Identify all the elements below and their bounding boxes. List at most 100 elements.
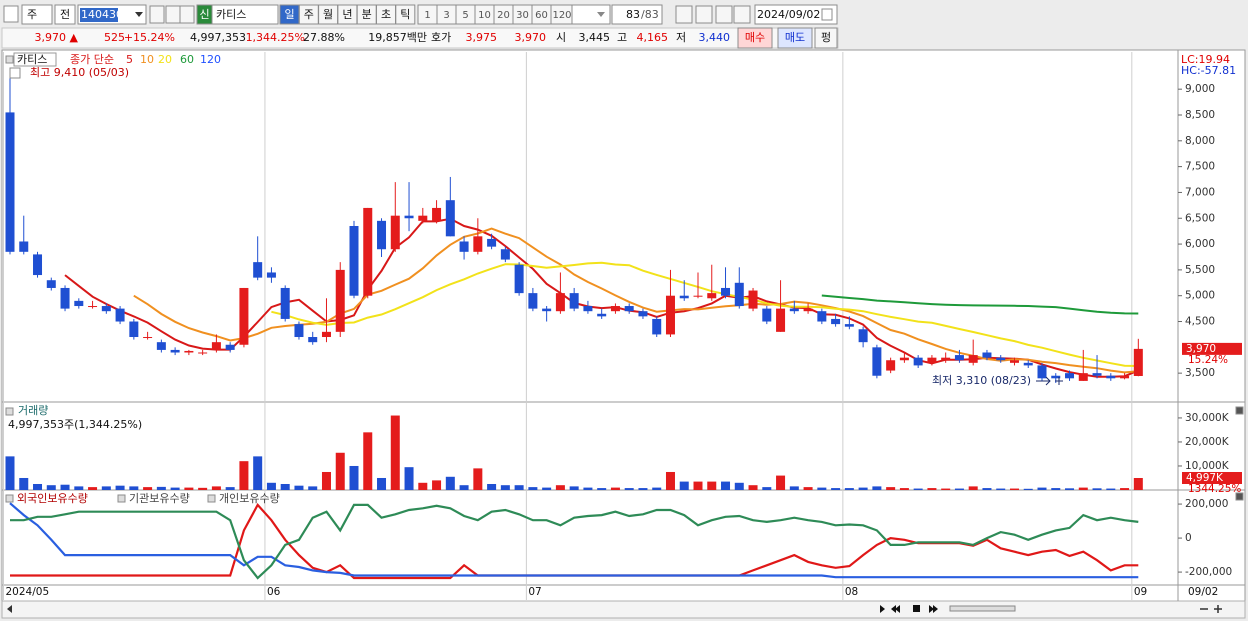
- ma-legend: 5: [126, 53, 133, 66]
- period-button[interactable]: [395, 4, 416, 25]
- candle-body: [844, 324, 854, 327]
- label[interactable]: 카티스: [216, 8, 246, 21]
- candle-body: [776, 308, 786, 332]
- label: 거래량: [18, 404, 48, 417]
- candle-body: [996, 357, 1006, 361]
- label: 1,344.25%: [246, 31, 305, 44]
- label[interactable]: 분: [362, 8, 372, 21]
- label[interactable]: 20: [497, 10, 510, 21]
- volume-bar: [1106, 488, 1116, 490]
- label[interactable]: 전: [60, 8, 70, 21]
- candle-body: [143, 337, 153, 339]
- label[interactable]: 주: [27, 8, 37, 21]
- volume-bar: [693, 481, 703, 490]
- candle-body: [184, 350, 194, 353]
- label[interactable]: 펑: [821, 31, 831, 44]
- candle-body: [555, 293, 565, 312]
- legend-swatch[interactable]: [207, 494, 216, 503]
- volume-bar: [734, 482, 744, 490]
- label[interactable]: 주: [304, 8, 314, 21]
- scroll-left[interactable]: [7, 605, 12, 613]
- label: 4,997,353: [190, 31, 246, 44]
- label[interactable]: 년: [342, 8, 352, 21]
- scrollbar[interactable]: [1, 600, 1246, 619]
- label[interactable]: 일: [284, 7, 294, 21]
- name-input[interactable]: [211, 4, 279, 25]
- candle-body: [1133, 348, 1143, 376]
- dropdown-arrow[interactable]: [135, 12, 143, 17]
- sell-button[interactable]: [777, 27, 813, 49]
- volume-bar: [170, 487, 180, 490]
- panel-button[interactable]: [5, 55, 14, 64]
- flat-button[interactable]: [814, 27, 838, 49]
- candle-body: [445, 200, 455, 237]
- label[interactable]: 10: [478, 10, 491, 21]
- x-tick-label: 07: [528, 586, 541, 598]
- candle-body: [941, 357, 951, 361]
- legend-swatch[interactable]: [117, 494, 126, 503]
- date-input[interactable]: [754, 4, 838, 25]
- candle-body: [500, 249, 510, 260]
- candle-body: [528, 293, 538, 309]
- buy-button[interactable]: [737, 27, 773, 49]
- y-tick-label: 3,500: [1185, 367, 1215, 379]
- label[interactable]: 월: [323, 8, 333, 21]
- label[interactable]: 140430: [81, 8, 123, 21]
- tool-icon[interactable]: [179, 5, 195, 24]
- label: 호가: [431, 31, 451, 44]
- label[interactable]: 2024/09/02: [757, 8, 820, 21]
- volume-bar: [748, 485, 758, 490]
- candle-body: [610, 306, 620, 312]
- interval-select[interactable]: [571, 4, 611, 25]
- candle-body: [432, 207, 442, 221]
- tool-icon[interactable]: [695, 5, 713, 24]
- y-tick-label: 9,000: [1185, 83, 1215, 95]
- tool-icon[interactable]: [165, 5, 181, 24]
- label[interactable]: 초: [381, 8, 391, 21]
- label[interactable]: 매수: [745, 31, 765, 44]
- label[interactable]: 3: [443, 10, 449, 21]
- volume-bar: [1051, 488, 1061, 490]
- candle-body: [308, 337, 318, 343]
- legend-swatch[interactable]: [5, 494, 14, 503]
- candle-body: [335, 269, 345, 332]
- volume-bar: [5, 456, 15, 490]
- label[interactable]: 매도: [785, 31, 805, 44]
- volume-bar: [1023, 488, 1033, 490]
- label[interactable]: 60: [535, 10, 548, 21]
- prev-button[interactable]: [54, 4, 76, 25]
- playback-buttons[interactable]: [880, 605, 938, 613]
- calendar-icon[interactable]: [821, 8, 833, 21]
- tool-icon[interactable]: [149, 5, 165, 24]
- volume-bar: [239, 461, 249, 490]
- zoom-slider[interactable]: [949, 605, 1016, 612]
- close-button[interactable]: [1235, 406, 1244, 415]
- tool-icon[interactable]: [715, 5, 733, 24]
- holding-line: [9, 502, 1139, 579]
- tool-icon[interactable]: [675, 5, 693, 24]
- candle-body: [363, 207, 373, 296]
- candle-body: [569, 293, 579, 309]
- menu-icon[interactable]: [3, 5, 19, 23]
- label: 15.24%: [1188, 354, 1228, 366]
- close-button[interactable]: [1235, 492, 1244, 501]
- y-tick-label: 8,000: [1185, 135, 1215, 147]
- type-select[interactable]: [21, 4, 53, 25]
- zoom-buttons[interactable]: [1200, 605, 1222, 613]
- label[interactable]: 30: [516, 10, 529, 21]
- volume-bar: [211, 486, 221, 490]
- candle-body: [5, 112, 15, 252]
- y-tick-label: 7,500: [1185, 161, 1215, 173]
- tool-icon[interactable]: [733, 5, 751, 24]
- label: 고: [617, 31, 627, 44]
- candle-body: [294, 324, 304, 338]
- label[interactable]: 5: [462, 10, 468, 21]
- volume-bar: [33, 483, 43, 490]
- volume-bar: [101, 486, 111, 490]
- volume-bar: [1133, 477, 1143, 490]
- panel-button[interactable]: [5, 407, 14, 416]
- label[interactable]: 120: [552, 10, 571, 21]
- ma-legend: 120: [200, 53, 221, 66]
- label[interactable]: 틱: [400, 8, 410, 21]
- label[interactable]: 1: [424, 10, 430, 21]
